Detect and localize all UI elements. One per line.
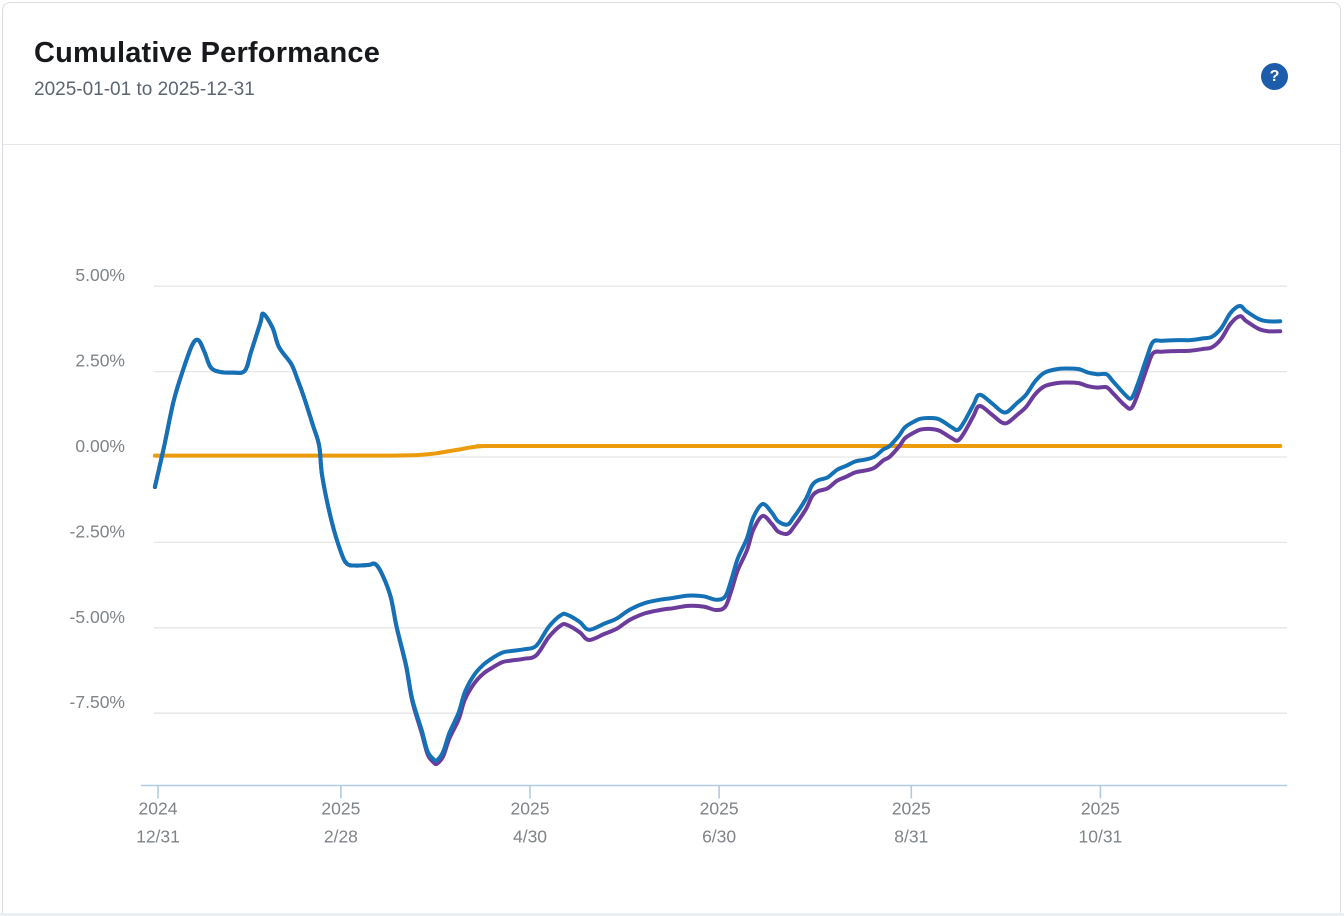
x-axis-label-year: 2025 (892, 799, 931, 819)
x-axis-label-date: 6/30 (702, 827, 736, 847)
x-axis-label-date: 8/31 (894, 827, 928, 847)
card-bottom-edge (0, 913, 1344, 916)
x-axis-label-date: 12/31 (136, 827, 180, 847)
series-line-benchmark-flat (152, 443, 1283, 458)
chart-canvas: 5.00% 2.50% 0.00% -2.50% -5.00% -7.50% 2024 12/… (70, 265, 1287, 847)
x-axis-label-date: 2/28 (324, 827, 358, 847)
question-mark-icon: ? (1269, 68, 1280, 85)
x-axis-label-year: 2025 (1081, 799, 1120, 819)
x-axis-label-date: 10/31 (1079, 827, 1123, 847)
y-axis-label: -5.00% (70, 607, 125, 627)
page-title: Cumulative Performance (34, 37, 381, 69)
y-axis-label: 2.50% (75, 351, 125, 371)
x-axis-label-year: 2025 (700, 799, 739, 819)
x-axis-label-year: 2025 (511, 799, 550, 819)
x-axis-label-date: 4/30 (513, 827, 547, 847)
help-button[interactable]: ? (1261, 63, 1288, 90)
y-axis-label: 0.00% (75, 436, 125, 456)
date-range-subtitle: 2025-01-01 to 2025-12-31 (34, 79, 255, 100)
y-axis-label: -2.50% (70, 521, 125, 541)
series-line-portfolio-primary (152, 303, 1283, 763)
x-axis-label-year: 2024 (139, 799, 178, 819)
x-axis-label-year: 2025 (321, 799, 360, 819)
card-header: Cumulative Performance 2025-01-01 to 202… (3, 3, 1340, 145)
y-axis-label: 5.00% (75, 265, 125, 285)
y-axis-label: -7.50% (70, 692, 125, 712)
cumulative-performance-chart: 5.00% 2.50% 0.00% -2.50% -5.00% -7.50% 2024 12/… (3, 146, 1340, 916)
